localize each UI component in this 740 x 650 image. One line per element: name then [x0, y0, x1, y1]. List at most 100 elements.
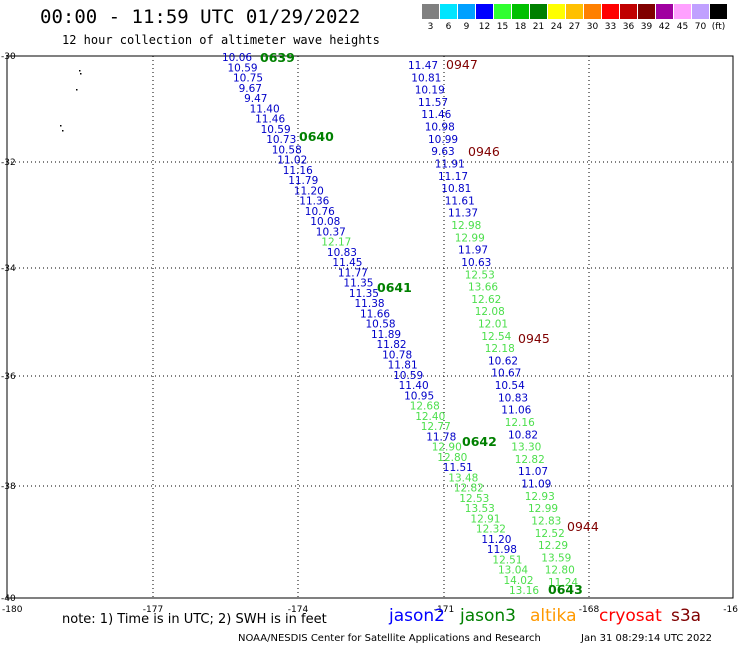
- scale-label: (ft): [711, 22, 726, 32]
- track-west-value: 11.89: [371, 329, 401, 341]
- track-east-value: 11.17: [438, 171, 468, 183]
- track-west-value: 13.16: [509, 585, 539, 597]
- track-east-value: 12.99: [455, 232, 485, 244]
- map-gridlines: [7, 56, 733, 598]
- track-west-value: 11.35: [343, 278, 373, 290]
- lat-tick-label: -32: [1, 158, 16, 168]
- pass-time-label: 0640: [299, 129, 334, 144]
- track-east-value: 11.09: [521, 479, 551, 491]
- credit-line: NOAA/NESDIS Center for Satellite Applica…: [238, 633, 541, 644]
- track-west-value: 10.59: [228, 62, 258, 74]
- track-east-value: 12.01: [478, 319, 508, 331]
- track-west-value: 11.46: [255, 114, 285, 126]
- track-east-value: 10.83: [498, 392, 528, 404]
- track-west-value: 10.58: [272, 144, 302, 156]
- scale-swatch: [548, 4, 565, 19]
- lon-tick-label: -180: [2, 605, 23, 615]
- scale-label: 33: [604, 22, 617, 32]
- footer-note: note: 1) Time is in UTC; 2) SWH is in fe…: [62, 612, 327, 627]
- track-east-value: 10.82: [508, 429, 538, 441]
- track-east-value: 11.07: [518, 466, 548, 478]
- satellite-legend-item: cryosat: [599, 606, 662, 626]
- track-west-value: 11.20: [481, 534, 511, 546]
- scale-label: 42: [658, 22, 671, 32]
- track-east-value: 12.62: [471, 294, 501, 306]
- track-east-value: 10.81: [411, 72, 441, 84]
- lat-tick-label: -38: [1, 482, 16, 492]
- track-west-value: 11.16: [283, 165, 313, 177]
- track-west-value: 10.37: [316, 226, 346, 238]
- lon-tick-label: -177: [143, 605, 163, 615]
- scale-label: 24: [550, 22, 563, 32]
- pass-time-label: 0642: [462, 434, 497, 449]
- pass-time-label: 0641: [377, 280, 412, 295]
- track-west-value: 11.38: [355, 298, 385, 310]
- island-speck: [80, 73, 82, 75]
- lon-tick-label: -171: [434, 605, 454, 615]
- island-speck: [60, 125, 62, 127]
- track-east-value: 12.53: [465, 269, 495, 281]
- scale-label: 18: [514, 22, 527, 32]
- map-island-specks: [60, 70, 82, 132]
- track-west-value: 12.53: [459, 493, 489, 505]
- track-west-value: 12.17: [321, 237, 351, 249]
- map-tick-labels: -180 -177 -174 -171 -168 -16 -30 -32 -34 -36 -38 -4…: [1, 52, 738, 615]
- track-east-value: 10.62: [488, 355, 518, 367]
- track-west-value: 12.90: [432, 442, 462, 454]
- scale-label: 27: [568, 22, 581, 32]
- pass-time-label: 0639: [260, 50, 295, 65]
- track-east-value: 12.08: [475, 306, 505, 318]
- scale-swatch: [530, 4, 547, 19]
- scale-swatch: [476, 4, 493, 19]
- scale-swatch: [422, 4, 439, 19]
- track-west-value: 11.40: [399, 380, 429, 392]
- track-west-value: 13.53: [465, 503, 495, 515]
- scale-label: 36: [622, 22, 635, 32]
- satellite-legend-item: s3a: [671, 606, 702, 626]
- lat-tick-label: -34: [1, 264, 16, 274]
- track-west-value: 10.76: [305, 206, 335, 218]
- track-west-value: 13.04: [498, 565, 528, 577]
- track-east-value: 12.99: [528, 503, 558, 515]
- scale-swatch: [656, 4, 673, 19]
- track-east-value: 11.57: [418, 97, 448, 109]
- scale-label: 15: [496, 22, 509, 32]
- track-east-value: 12.98: [451, 220, 481, 232]
- track-east-value: 13.30: [511, 442, 541, 454]
- track-west-value: 10.83: [327, 247, 357, 259]
- track-east-value: 11.97: [458, 245, 488, 257]
- lon-tick-label: -16: [723, 605, 738, 615]
- island-speck: [76, 89, 78, 91]
- track-east-value: 12.82: [515, 454, 545, 466]
- pass-time-labels: 0639 0640 0641 0642 0643 0947 0946 0945 0944: [260, 50, 599, 597]
- scale-swatch: [440, 4, 457, 19]
- track-west-value: 9.47: [244, 93, 267, 105]
- scale-label: 9: [463, 22, 470, 32]
- scale-swatch: [710, 4, 727, 19]
- track-east-value: 12.80: [545, 565, 575, 577]
- track-west-value: 11.81: [388, 360, 418, 372]
- lon-tick-label: -168: [579, 605, 600, 615]
- scale-label: 30: [586, 22, 599, 32]
- track-east-value: 11.91: [435, 159, 465, 171]
- track-east-value: 11.47: [408, 60, 438, 72]
- track-west-value: 10.58: [366, 319, 396, 331]
- page-subtitle: 12 hour collection of altimeter wave hei…: [62, 33, 380, 47]
- track-west-value: 10.08: [310, 216, 340, 228]
- track-west-value: 12.91: [470, 513, 500, 525]
- track-west-value: 10.59: [261, 124, 291, 136]
- scale-swatch: [620, 4, 637, 19]
- track-west-value: 10.73: [266, 134, 296, 146]
- track-east-value: 12.83: [531, 516, 561, 528]
- track-west-value: 12.32: [476, 524, 506, 536]
- track-east-value: 10.54: [495, 380, 525, 392]
- track-west-value: 10.78: [382, 349, 412, 361]
- track-east-value: 11.37: [448, 208, 478, 220]
- track-east-value: 9.63: [431, 146, 454, 158]
- scale-label: 21: [532, 22, 545, 32]
- track-east-value: 12.54: [481, 331, 511, 343]
- track-east-value: 10.81: [441, 183, 471, 195]
- pass-time-label: 0945: [518, 331, 550, 346]
- track-east-value: 12.18: [485, 343, 515, 355]
